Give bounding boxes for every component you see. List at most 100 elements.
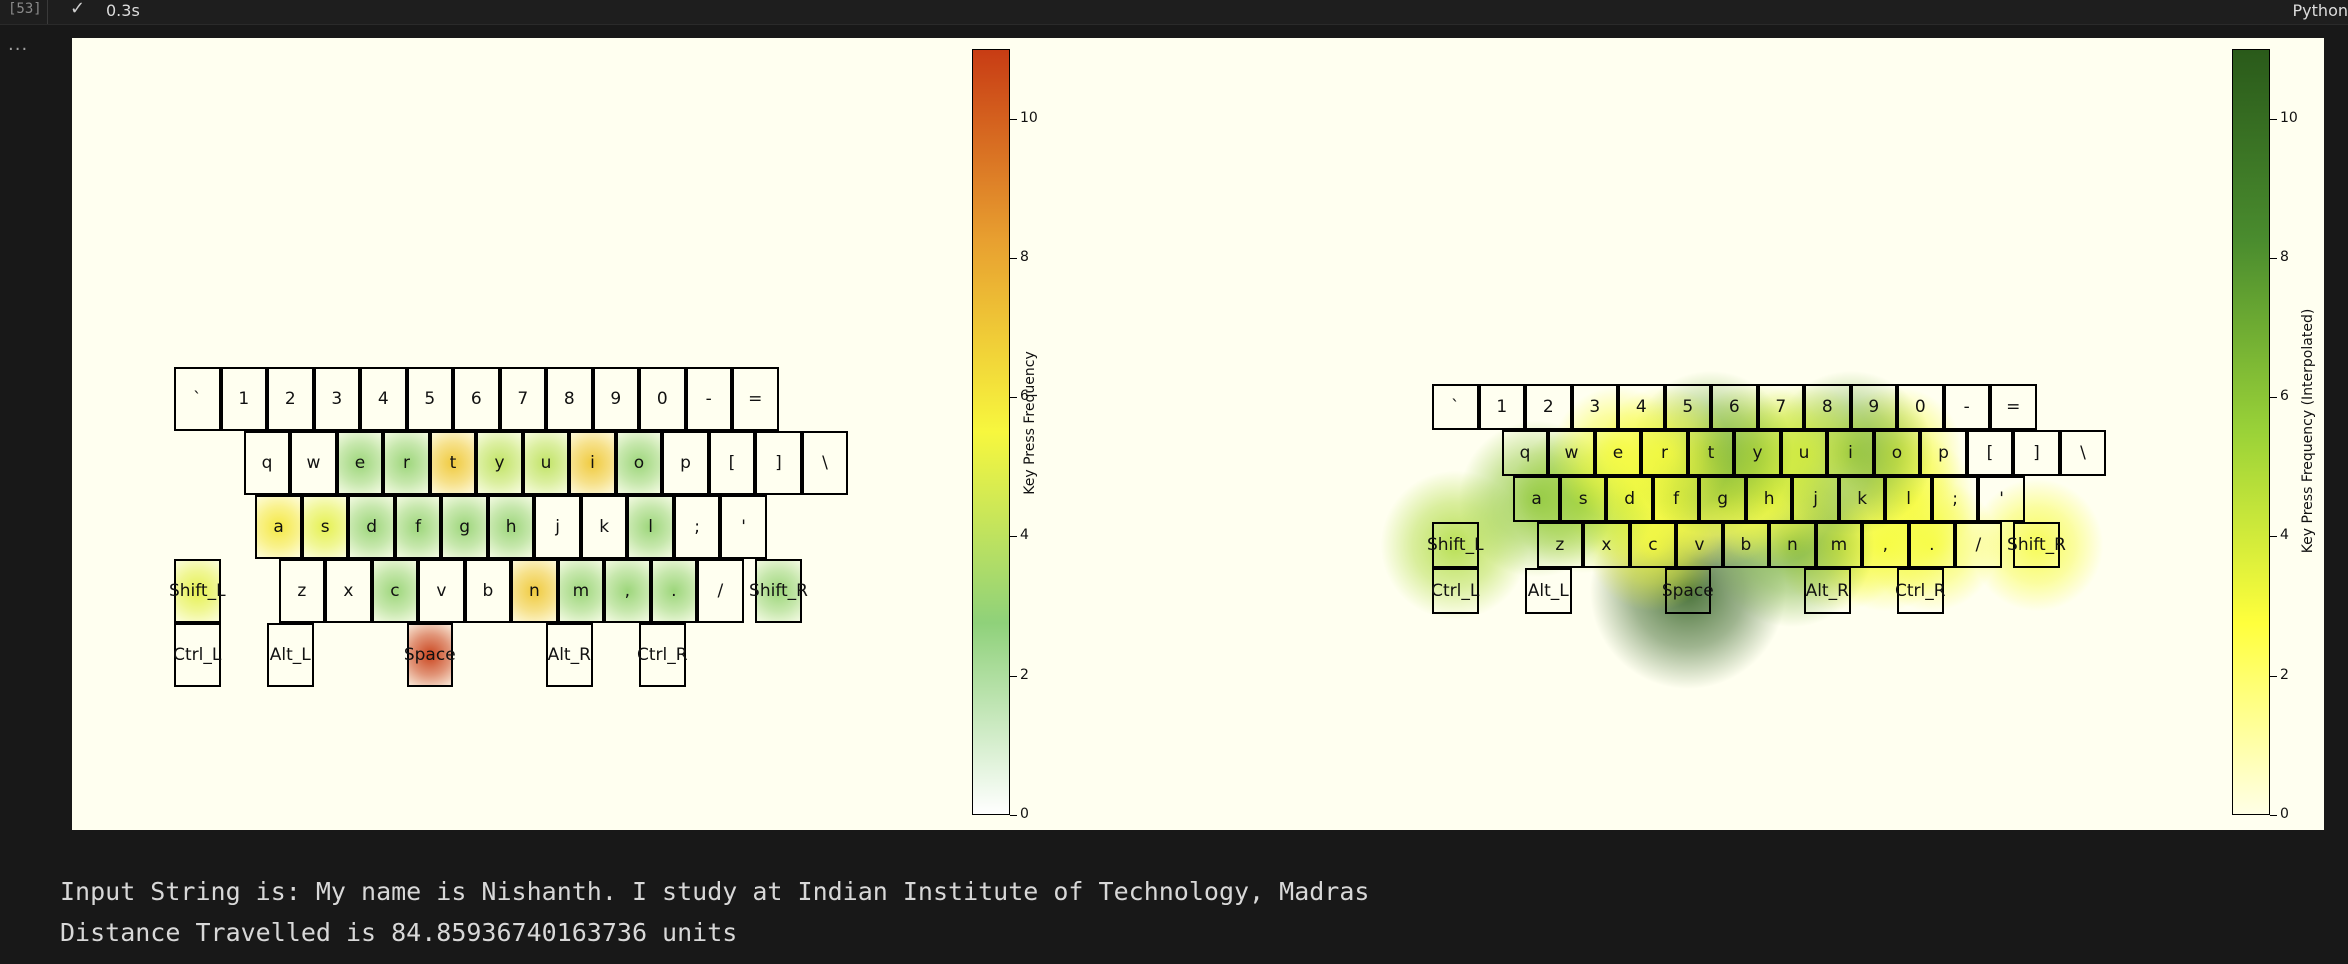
left-key-label: - xyxy=(705,389,712,409)
right-key-8: 8 xyxy=(1804,384,1851,430)
output-distance: Distance Travelled is 84.85936740163736 … xyxy=(60,918,738,947)
left-key-a: a xyxy=(255,495,302,559)
right-key-h: h xyxy=(1745,476,1793,522)
left-key-x59: ; xyxy=(673,495,721,559)
checkmark-icon: ✓ xyxy=(70,0,86,19)
left-key-label: m xyxy=(572,581,590,601)
right-key-label: 1 xyxy=(1496,397,1508,417)
left-key-x91: [ xyxy=(708,431,756,495)
right-key-label: ] xyxy=(2033,443,2040,463)
right-key-label: i xyxy=(1848,443,1853,463)
left-key-label: g xyxy=(459,517,471,537)
left-key-x96: ` xyxy=(174,367,221,431)
left-key-label: 8 xyxy=(563,389,575,409)
left-key-label: ] xyxy=(775,453,782,473)
colorbar-tick xyxy=(2270,675,2277,677)
left-key-shift_r: Shift_R xyxy=(749,559,808,623)
kernel-label[interactable]: Python xyxy=(2292,1,2348,20)
right-keyboard-heatmap: ` 1 2 3 4 5 6 7 8 9 0 - = q w e r t y u i o p [] \ a s d f g h j k l; ' Shi… xyxy=(72,38,2324,830)
left-key-label: [ xyxy=(728,453,736,473)
left-key-w: w xyxy=(290,431,337,495)
right-key-label: 5 xyxy=(1682,397,1694,417)
right-key-label: b xyxy=(1740,535,1752,555)
left-key-label: b xyxy=(482,581,494,601)
right-key-x: x xyxy=(1583,522,1630,568)
left-key-x92: \ xyxy=(801,431,849,495)
left-key-label: z xyxy=(297,581,307,601)
left-colorbar-label: Key Press Frequency xyxy=(1022,351,1038,495)
left-key-x44: , xyxy=(604,559,651,623)
right-key-x92: \ xyxy=(2059,430,2107,476)
left-key-label: u xyxy=(540,453,552,473)
right-key-c: c xyxy=(1629,522,1677,568)
left-key-label: r xyxy=(403,453,410,473)
left-key-label: ' xyxy=(741,517,746,537)
right-key-label: 0 xyxy=(1914,397,1926,417)
left-key-3: 3 xyxy=(313,367,360,431)
left-key-label: w xyxy=(306,453,321,473)
left-key-label: = xyxy=(748,389,763,409)
left-key-x: x xyxy=(325,559,372,623)
left-key-label: 2 xyxy=(284,389,296,409)
right-key-label: c xyxy=(1648,535,1658,555)
right-key-x44: , xyxy=(1862,522,1909,568)
right-key-label: - xyxy=(1963,397,1970,417)
left-key-ctrl_r: Ctrl_R xyxy=(636,623,688,687)
colorbar-tick-label: 6 xyxy=(2280,388,2289,405)
left-key-1: 1 xyxy=(220,367,267,431)
right-key-label: = xyxy=(2006,397,2021,417)
left-key-label: . xyxy=(671,581,677,601)
output-collapse-button[interactable]: ... xyxy=(8,34,29,55)
right-key-2: 2 xyxy=(1525,384,1572,430)
right-key-g: g xyxy=(1699,476,1746,522)
left-key-p: p xyxy=(662,431,709,495)
left-key-label: t xyxy=(449,453,457,473)
right-key-label: q xyxy=(1519,443,1531,463)
left-key-g: g xyxy=(441,495,488,559)
right-key-7: 7 xyxy=(1757,384,1804,430)
left-key-label: Ctrl_L xyxy=(173,645,222,665)
right-key-label: l xyxy=(1906,489,1911,509)
right-key-j: j xyxy=(1792,476,1839,522)
right-colorbar xyxy=(2232,49,2270,815)
left-key-shift_l: Shift_L xyxy=(169,559,226,623)
right-key-v: v xyxy=(1676,522,1723,568)
left-key-label: 9 xyxy=(610,389,622,409)
left-key-label: 4 xyxy=(377,389,389,409)
left-key-y: y xyxy=(476,431,523,495)
right-key-label: r xyxy=(1661,443,1668,463)
right-key-label: y xyxy=(1752,443,1763,463)
left-key-c: c xyxy=(371,559,419,623)
right-key-label: w xyxy=(1564,443,1579,463)
left-key-label: v xyxy=(436,581,447,601)
right-key-x96: ` xyxy=(1432,384,1479,430)
right-colorbar-label: Key Press Frequency (Interpolated) xyxy=(2300,308,2316,554)
colorbar-tick-label: 10 xyxy=(2280,109,2298,126)
right-key-label: ' xyxy=(1999,489,2004,509)
right-key-label: 7 xyxy=(1775,397,1787,417)
right-key-label: . xyxy=(1929,535,1935,555)
left-key-label: d xyxy=(366,517,378,537)
right-key-label: / xyxy=(1975,535,1982,555)
right-key-x61: = xyxy=(1990,384,2037,430)
colorbar-tick xyxy=(2270,536,2277,538)
right-key-label: Shift_L xyxy=(1426,535,1484,555)
colorbar-tick xyxy=(2270,118,2277,120)
left-key-x61: = xyxy=(732,367,779,431)
left-key-label: h xyxy=(505,517,517,537)
left-key-o: o xyxy=(615,431,663,495)
colorbar-tick xyxy=(1010,536,1017,538)
left-key-alt_l: Alt_L xyxy=(267,623,314,687)
left-key-r: r xyxy=(383,431,430,495)
left-key-x45: - xyxy=(685,367,732,431)
right-key-label: v xyxy=(1694,535,1705,555)
right-key-label: 8 xyxy=(1821,397,1833,417)
left-key-label: l xyxy=(648,517,653,537)
left-key-m: m xyxy=(557,559,605,623)
right-key-label: x xyxy=(1601,535,1612,555)
left-key-n: n xyxy=(511,559,558,623)
left-key-label: e xyxy=(354,453,366,473)
left-key-label: Ctrl_R xyxy=(636,645,688,665)
left-key-9: 9 xyxy=(592,367,639,431)
left-key-label: ` xyxy=(193,389,202,409)
